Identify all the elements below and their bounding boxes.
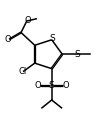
Text: O: O <box>25 16 31 25</box>
Text: S: S <box>50 34 55 44</box>
Text: O: O <box>62 81 69 90</box>
Text: Cl: Cl <box>18 67 27 76</box>
Text: O: O <box>34 81 41 90</box>
Text: S: S <box>75 50 80 59</box>
Text: S: S <box>49 81 55 90</box>
Text: O: O <box>5 35 11 44</box>
